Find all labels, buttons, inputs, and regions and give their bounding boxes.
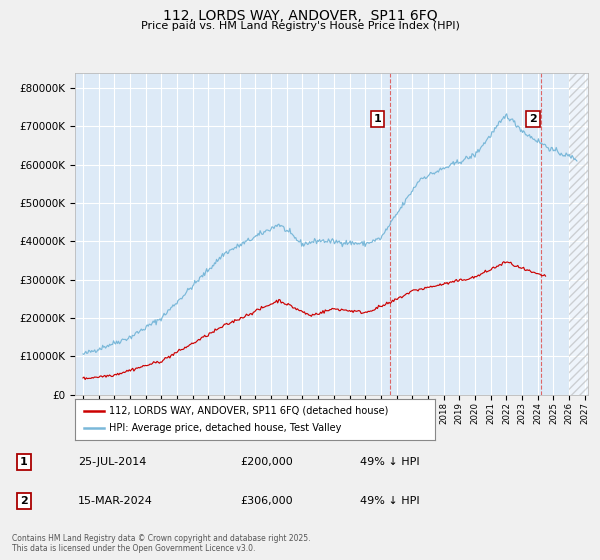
Text: £200,000: £200,000 — [240, 457, 293, 467]
Text: 49% ↓ HPI: 49% ↓ HPI — [360, 496, 419, 506]
Text: 25-JUL-2014: 25-JUL-2014 — [78, 457, 146, 467]
Text: 112, LORDS WAY, ANDOVER, SP11 6FQ (detached house): 112, LORDS WAY, ANDOVER, SP11 6FQ (detac… — [109, 405, 389, 416]
Text: Contains HM Land Registry data © Crown copyright and database right 2025.
This d: Contains HM Land Registry data © Crown c… — [12, 534, 311, 553]
Text: HPI: Average price, detached house, Test Valley: HPI: Average price, detached house, Test… — [109, 423, 341, 433]
Text: £306,000: £306,000 — [240, 496, 293, 506]
Text: 1: 1 — [373, 114, 381, 124]
Text: Price paid vs. HM Land Registry's House Price Index (HPI): Price paid vs. HM Land Registry's House … — [140, 21, 460, 31]
Text: 112, LORDS WAY, ANDOVER,  SP11 6FQ: 112, LORDS WAY, ANDOVER, SP11 6FQ — [163, 9, 437, 23]
Text: 2: 2 — [20, 496, 28, 506]
Text: 15-MAR-2024: 15-MAR-2024 — [78, 496, 153, 506]
Text: 49% ↓ HPI: 49% ↓ HPI — [360, 457, 419, 467]
Text: 2: 2 — [529, 114, 537, 124]
Text: 1: 1 — [20, 457, 28, 467]
Bar — [569, 73, 588, 395]
